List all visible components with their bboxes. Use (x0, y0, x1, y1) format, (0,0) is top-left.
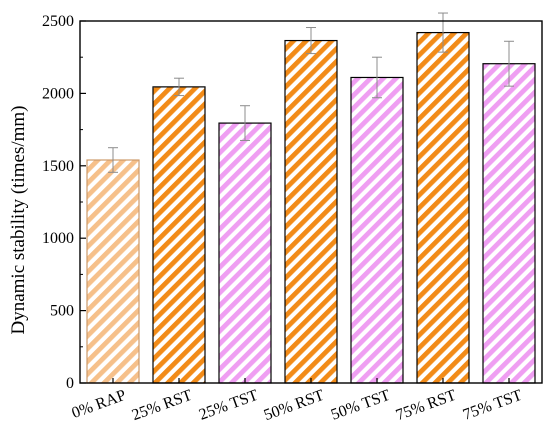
x-ticks-group: 0% RAP 25% RST 25% TST 50% RST 50% TST 75% RS… (70, 378, 525, 424)
error-bar (372, 56, 382, 99)
bar-50-tst (350, 76, 404, 384)
x-tick-label: 50% RST (262, 387, 327, 424)
x-tick-label: 25% TST (197, 387, 261, 424)
error-bar (306, 27, 316, 55)
y-tick-label: 2500 (42, 13, 74, 30)
y-tick-label: 1500 (42, 158, 74, 175)
error-bars-group (108, 12, 514, 173)
x-tick-label: 25% RST (130, 387, 195, 424)
error-bar (108, 147, 118, 173)
y-tick-label: 500 (50, 303, 74, 320)
error-bar (438, 12, 448, 53)
y-tick-label: 2000 (42, 85, 74, 102)
bar-75-tst (482, 63, 536, 384)
bar-50-rst (284, 39, 338, 384)
bar-0-rap (86, 159, 140, 384)
bar-75-rst (416, 31, 470, 384)
y-ticks-group: 0 500 1000 1500 2000 2500 (42, 13, 86, 392)
error-bar (174, 77, 184, 97)
y-axis-title: Dynamic stability (times/mm) (8, 105, 29, 334)
bar-25-rst (152, 86, 206, 384)
error-bar (240, 105, 250, 141)
y-tick-label: 0 (66, 375, 74, 392)
x-tick-label: 0% RAP (70, 387, 129, 422)
bars-group (86, 31, 536, 384)
bar-25-tst (218, 122, 272, 384)
x-tick-label: 50% TST (329, 387, 393, 424)
y-tick-label: 1000 (42, 230, 74, 247)
error-bar (504, 40, 514, 87)
x-tick-label: 75% TST (461, 387, 525, 424)
x-tick-label: 75% RST (394, 387, 459, 424)
